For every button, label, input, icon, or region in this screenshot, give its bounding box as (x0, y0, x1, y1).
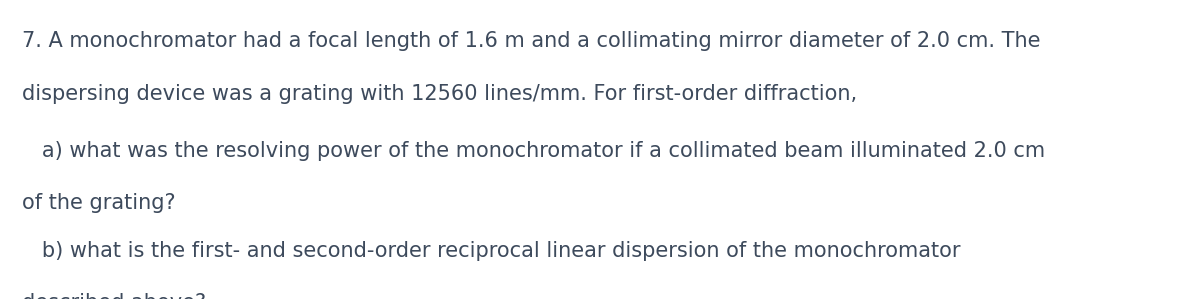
Text: described above?: described above? (22, 293, 205, 299)
Text: dispersing device was a grating with 12560 lines/mm. For first-order diffraction: dispersing device was a grating with 125… (22, 84, 857, 104)
Text: a) what was the resolving power of the monochromator if a collimated beam illumi: a) what was the resolving power of the m… (22, 141, 1045, 161)
Text: 7. A monochromator had a focal length of 1.6 m and a collimating mirror diameter: 7. A monochromator had a focal length of… (22, 31, 1040, 51)
Text: b) what is the first- and second-order reciprocal linear dispersion of the monoc: b) what is the first- and second-order r… (22, 241, 960, 261)
Text: of the grating?: of the grating? (22, 193, 175, 213)
